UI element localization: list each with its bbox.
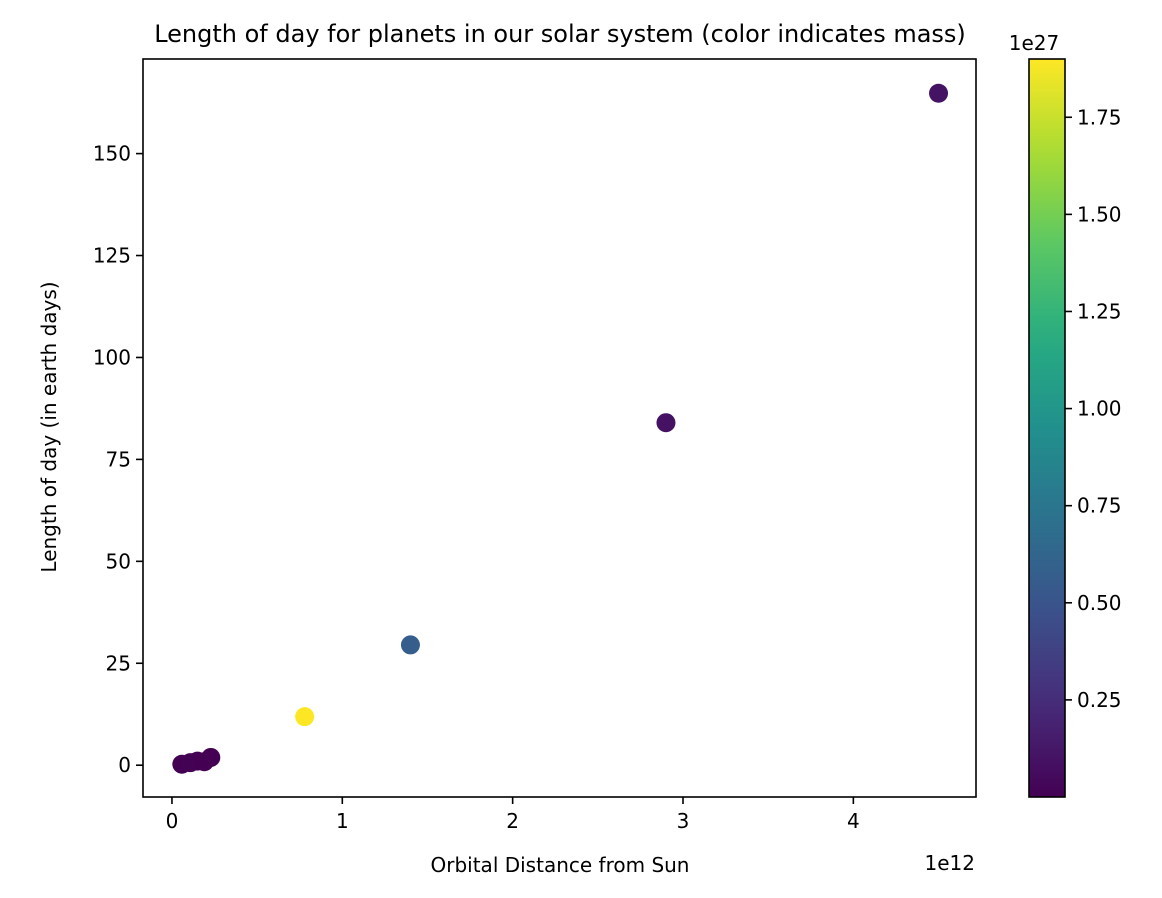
colorbar-tick-label: 0.50 [1077, 591, 1122, 615]
y-tick-label: 75 [106, 447, 131, 471]
colorbar-tick-label: 1.75 [1077, 105, 1122, 129]
x-tick-label: 0 [166, 809, 179, 833]
colorbar-offset-label: 1e27 [1009, 31, 1059, 55]
x-tick-label: 1 [336, 809, 349, 833]
x-axis-label: Orbital Distance from Sun [431, 853, 690, 877]
x-tick-label: 3 [677, 809, 690, 833]
y-tick-label: 125 [93, 244, 131, 268]
colorbar-tick-label: 0.25 [1077, 688, 1122, 712]
chart-title: Length of day for planets in our solar s… [154, 20, 966, 48]
x-axis-offset-label: 1e12 [925, 851, 975, 875]
y-tick-label: 50 [106, 549, 131, 573]
data-point-9 [929, 83, 949, 103]
colorbar-gradient [1029, 59, 1065, 797]
y-tick-label: 150 [93, 142, 131, 166]
x-tick-label: 2 [506, 809, 519, 833]
colorbar-tick-label: 1.50 [1077, 202, 1122, 226]
y-tick-label: 100 [93, 345, 131, 369]
y-tick-label: 25 [106, 651, 131, 675]
colorbar-frame [1028, 58, 1066, 798]
colorbar-tick-label: 1.25 [1077, 299, 1122, 323]
colorbar: 0.25 0.50 0.75 1.00 1.25 1.50 1.75 [1028, 58, 1122, 798]
colorbar-tick-label: 0.75 [1077, 494, 1122, 518]
data-point-7 [400, 635, 420, 655]
y-axis-label: Length of day (in earth days) [37, 281, 61, 572]
data-point-5 [201, 747, 221, 767]
colorbar-tick-label: 1.00 [1077, 397, 1122, 421]
x-tick-label: 4 [847, 809, 860, 833]
data-point-6 [295, 707, 315, 727]
y-tick-label: 0 [118, 753, 131, 777]
plot-area: 0 1 2 3 4 0 25 50 75 100 125 150 [93, 58, 977, 833]
data-point-8 [656, 413, 676, 433]
plot-frame [142, 58, 977, 798]
